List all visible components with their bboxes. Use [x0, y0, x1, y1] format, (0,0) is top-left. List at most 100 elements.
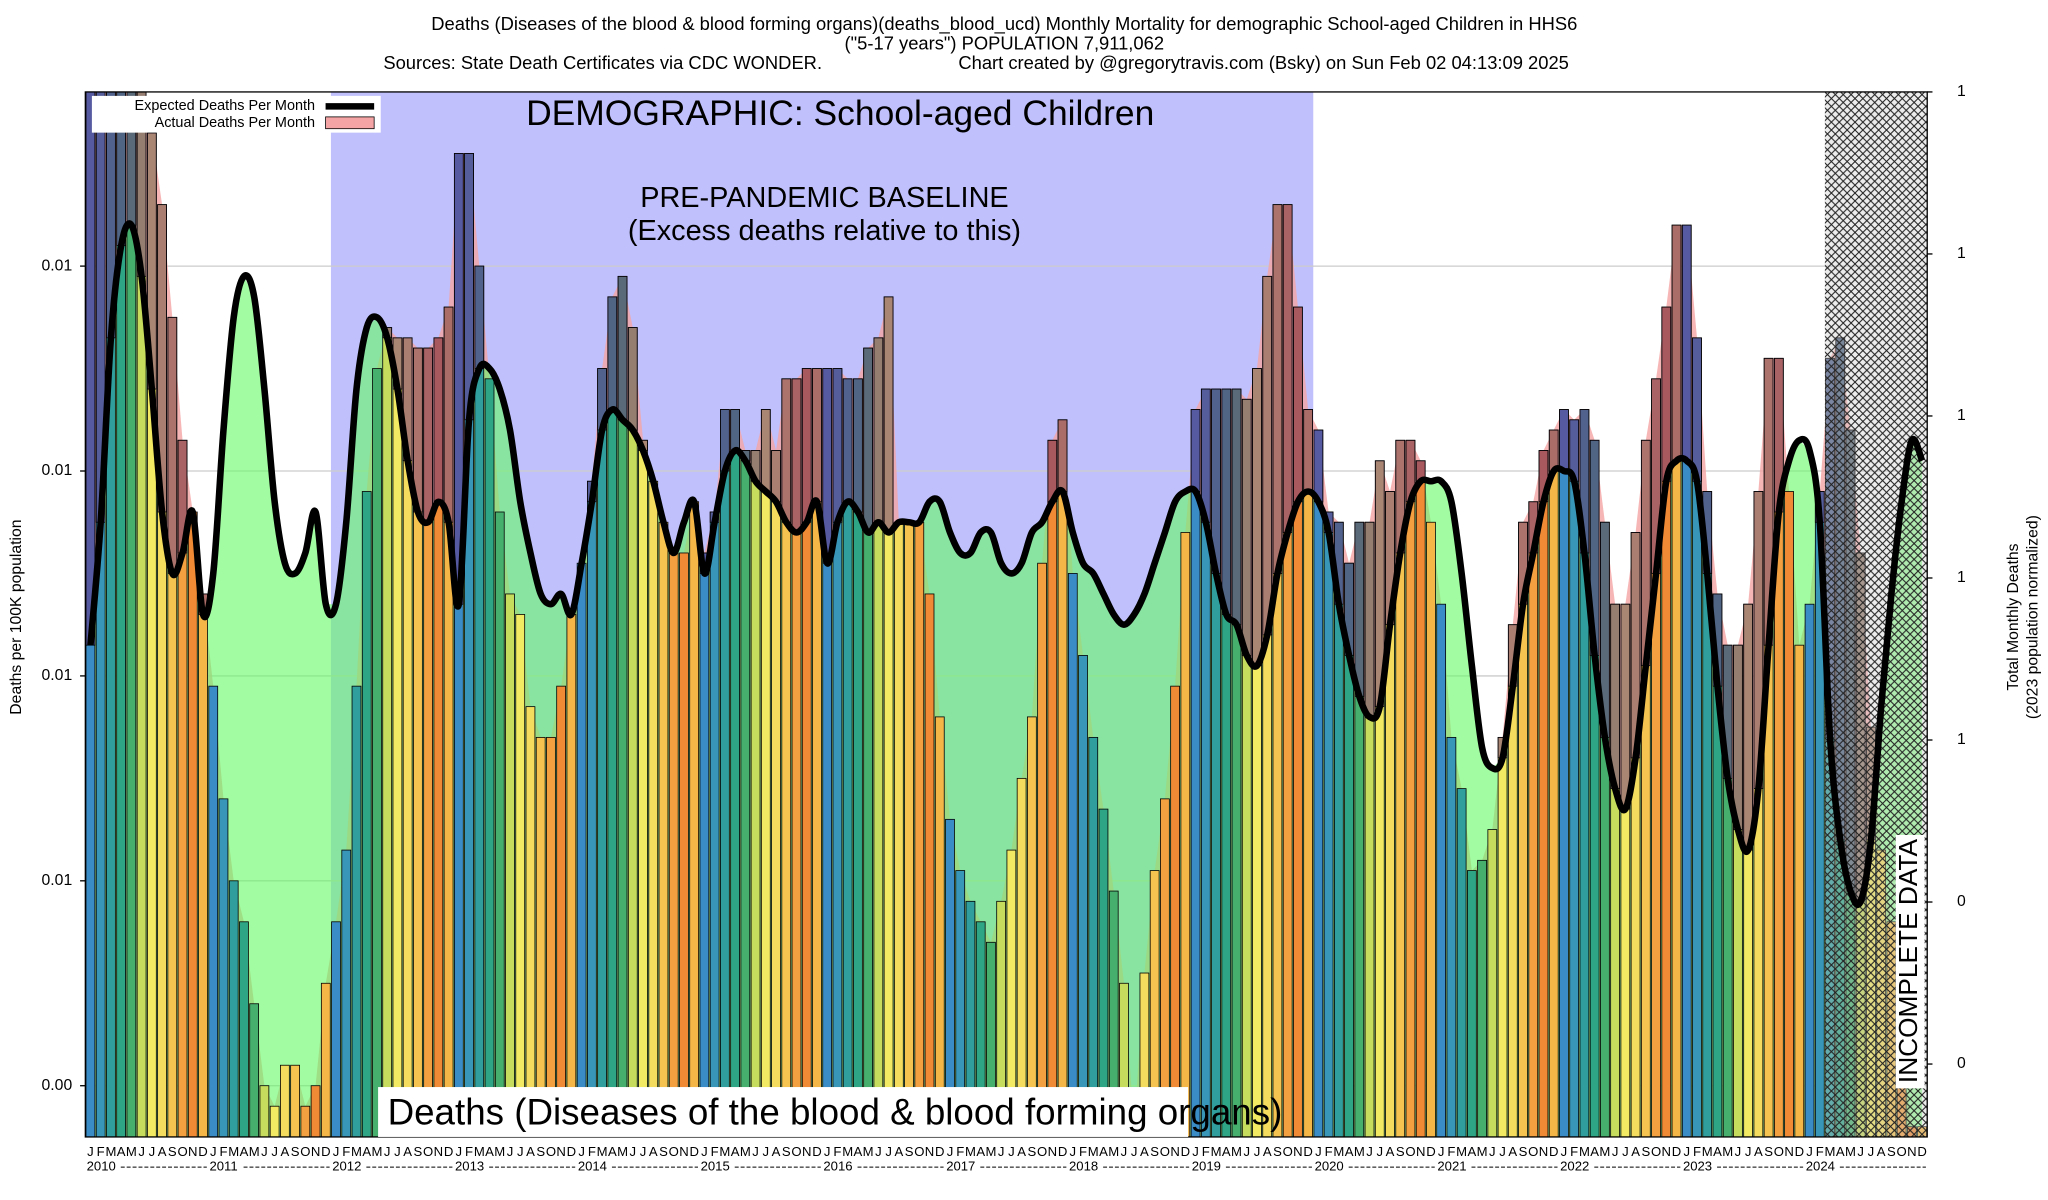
x-tick-label: A	[894, 1144, 903, 1159]
bar	[290, 1064, 300, 1137]
x-tick-label: J	[507, 1144, 514, 1159]
x-tick-label: D	[1181, 1144, 1190, 1159]
bar	[198, 593, 208, 1137]
bar	[648, 480, 659, 1137]
excess-segment	[1559, 409, 1569, 472]
bar	[1426, 521, 1436, 1137]
x-tick-label: D	[567, 1144, 576, 1159]
y-axis-label: Deaths per 100K population	[8, 519, 25, 714]
x-tick-label: F	[588, 1144, 596, 1159]
bar	[1569, 419, 1580, 1137]
bar	[1067, 573, 1078, 1137]
x-tick-label: M	[1354, 1144, 1365, 1159]
x-tick-label: A	[1877, 1144, 1886, 1159]
bar	[566, 614, 577, 1137]
bar	[576, 562, 587, 1137]
x-tick-label: D	[1549, 1144, 1558, 1159]
x-tick-label: S	[414, 1144, 423, 1159]
x-tick-label: A	[240, 1144, 249, 1159]
bar	[1477, 859, 1487, 1137]
bar	[1027, 716, 1037, 1137]
year-label: 2013	[455, 1159, 484, 1174]
x-tick-label: J	[138, 1144, 145, 1159]
x-tick-label: J	[1254, 1144, 1261, 1159]
x-tick-label: A	[362, 1144, 371, 1159]
legend-label: Actual Deaths Per Month	[155, 115, 316, 131]
x-tick-label: A	[280, 1144, 289, 1159]
x-tick-label: M	[597, 1144, 608, 1159]
x-tick-label: J	[1131, 1144, 1138, 1159]
x-tick-label: A	[1017, 1144, 1026, 1159]
x-tick-label: M	[494, 1144, 505, 1159]
bar	[1139, 972, 1150, 1137]
x-tick-label: A	[403, 1144, 412, 1159]
bar	[228, 880, 239, 1137]
x-tick-label: N	[925, 1144, 934, 1159]
excess-segment	[1548, 429, 1559, 472]
excess-segment	[1262, 275, 1273, 636]
bar	[1180, 532, 1191, 1137]
x-tick-label: A	[1099, 1144, 1108, 1159]
bar	[1016, 777, 1027, 1137]
x-tick-label: J	[1612, 1144, 1619, 1159]
bar	[893, 521, 904, 1137]
bar	[1784, 491, 1794, 1137]
excess-segment	[1743, 603, 1754, 851]
x-tick-label: J	[824, 1144, 831, 1159]
incomplete-label: INCOMPLETE DATA	[1893, 839, 1923, 1084]
bar	[771, 450, 781, 1137]
x-tick-label: O	[1651, 1144, 1661, 1159]
x-tick-label: O	[791, 1144, 801, 1159]
year-label: 2024	[1806, 1159, 1835, 1174]
y-tick-label: 0.01	[42, 257, 73, 274]
x-tick-label: M	[985, 1144, 996, 1159]
x-tick-label: D	[1303, 1144, 1312, 1159]
excess-segment	[1221, 388, 1232, 615]
bar	[515, 614, 526, 1137]
x-tick-label: S	[659, 1144, 668, 1159]
bar	[699, 552, 710, 1137]
bar	[924, 593, 935, 1137]
bar	[259, 1085, 270, 1137]
x-tick-label: O	[914, 1144, 924, 1159]
x-tick-label: S	[168, 1144, 177, 1159]
x-tick-label: J	[1192, 1144, 1199, 1159]
cause-label: Deaths (Diseases of the blood & blood fo…	[388, 1091, 1283, 1132]
credit-note: Chart created by @gregorytravis.com (Bsk…	[958, 52, 1569, 73]
x-tick-label: M	[474, 1144, 485, 1159]
excess-segment	[1293, 306, 1303, 503]
bar	[126, 91, 137, 1137]
x-tick-label: A	[1140, 1144, 1149, 1159]
incomplete-box	[1895, 834, 1925, 1089]
x-tick-label: O	[1774, 1144, 1784, 1159]
year-label: 2016	[823, 1159, 852, 1174]
y2-tick-label: 1	[1957, 731, 1966, 748]
x-tick-label: A	[1754, 1144, 1763, 1159]
x-tick-label: J	[1857, 1144, 1864, 1159]
x-tick-label: J	[210, 1144, 217, 1159]
source-note: Sources: State Death Certificates via CD…	[383, 52, 822, 73]
year-label: 2010	[87, 1159, 116, 1174]
x-tick-label: O	[300, 1144, 310, 1159]
x-tick-label: J	[261, 1144, 268, 1159]
x-tick-label: O	[1283, 1144, 1293, 1159]
bar	[1436, 603, 1447, 1137]
baseline-note: (Excess deaths relative to this)	[628, 215, 1021, 247]
x-tick-label: S	[1273, 1144, 1282, 1159]
bar	[996, 900, 1007, 1137]
year-label: 2014	[578, 1159, 607, 1174]
x-tick-label: J	[456, 1144, 463, 1159]
x-tick-label: J	[885, 1144, 892, 1159]
bar	[1415, 460, 1426, 1137]
excess-segment	[781, 378, 792, 523]
year-label: 2019	[1192, 1159, 1221, 1174]
bar	[372, 368, 382, 1137]
excess-segment	[873, 337, 884, 523]
bar	[627, 327, 638, 1137]
bar	[136, 91, 147, 1137]
x-tick-label: S	[782, 1144, 791, 1159]
x-tick-label: J	[1376, 1144, 1383, 1159]
x-tick-label: S	[536, 1144, 545, 1159]
y2-tick-label: 1	[1957, 83, 1966, 100]
x-tick-label: N	[1293, 1144, 1302, 1159]
